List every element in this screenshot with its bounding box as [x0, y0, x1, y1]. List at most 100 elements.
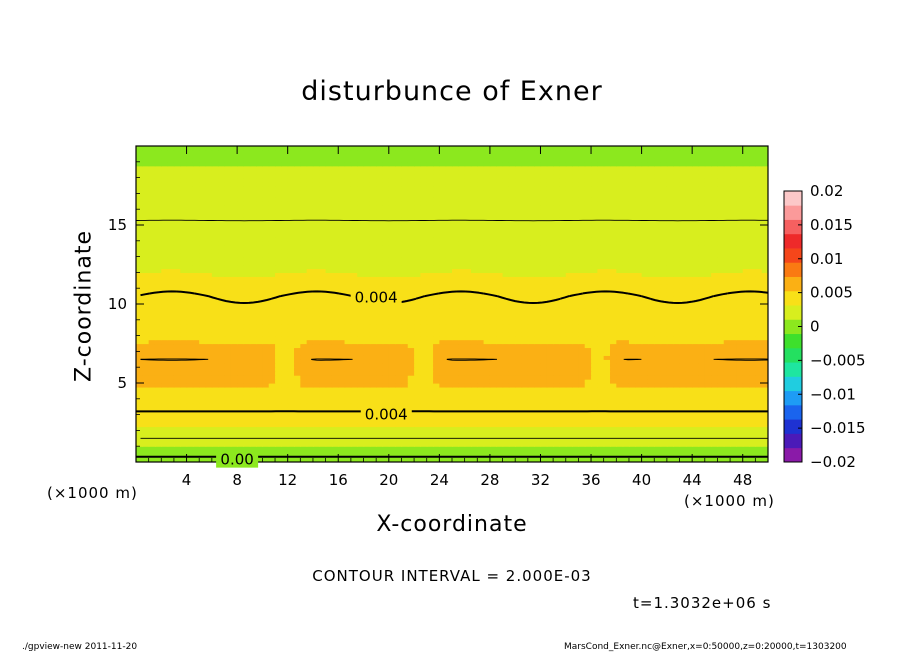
heat-cell — [154, 430, 162, 435]
heat-cell — [654, 343, 662, 349]
heat-cell — [262, 442, 270, 447]
heat-cell — [572, 371, 579, 376]
heat-cell — [679, 406, 687, 412]
heat-cell — [224, 307, 232, 313]
heat-cell — [584, 327, 592, 333]
heat-cell — [546, 398, 554, 404]
heat-cell — [736, 280, 744, 285]
heat-cell — [357, 446, 365, 451]
heat-cell — [755, 284, 763, 289]
heat-cell — [635, 355, 643, 360]
heat-cell — [534, 315, 542, 321]
heat-cell — [572, 284, 579, 289]
heat-cell — [515, 418, 523, 424]
heat-cell — [641, 268, 649, 273]
heat-cell — [749, 319, 756, 325]
heat-cell — [647, 442, 655, 447]
heat-cell — [572, 430, 579, 435]
heat-cell — [433, 371, 440, 376]
heat-cell — [628, 339, 636, 345]
heat-cell — [388, 446, 396, 451]
heat-cell — [546, 276, 554, 281]
heat-cell — [262, 450, 270, 455]
heat-cell — [167, 343, 175, 349]
heat-cell — [369, 276, 377, 281]
heat-cell — [534, 390, 542, 396]
heat-cell — [331, 394, 339, 400]
heat-cell — [591, 331, 598, 337]
heat-cell — [749, 446, 756, 451]
heat-cell — [742, 398, 750, 404]
heat-cell — [281, 406, 289, 412]
heat-cell — [344, 339, 352, 345]
heat-cell — [723, 426, 731, 431]
heat-cell — [755, 296, 763, 301]
heat-cell — [553, 319, 561, 325]
heat-cell — [136, 315, 143, 321]
heat-cell — [698, 450, 706, 455]
heat-cell — [749, 458, 756, 462]
heat-cell — [616, 315, 624, 321]
heat-cell — [477, 331, 485, 337]
heat-cell — [464, 394, 472, 400]
heat-cell — [452, 390, 459, 396]
heat-cell — [565, 284, 573, 289]
heat-cell — [723, 430, 731, 435]
heat-cell — [433, 363, 440, 368]
heat-cell — [161, 367, 169, 372]
heat-cell — [464, 276, 472, 281]
heat-cell — [483, 450, 491, 455]
heat-cell — [224, 304, 232, 309]
heat-cell — [256, 390, 263, 396]
heat-cell — [749, 414, 756, 420]
heat-cell — [717, 359, 725, 364]
heat-cell — [312, 450, 320, 455]
heat-cell — [154, 335, 162, 341]
heat-cell — [256, 410, 263, 416]
heat-cell — [616, 355, 624, 360]
heat-cell — [199, 390, 207, 396]
heat-cell — [142, 280, 150, 285]
heat-cell — [186, 375, 194, 380]
heat-cell — [275, 410, 282, 416]
heat-cell — [331, 438, 339, 443]
heat-cell — [350, 371, 358, 376]
heat-cell — [622, 311, 630, 317]
heat-cell — [395, 307, 403, 313]
heat-cell — [622, 430, 630, 435]
heat-cell — [679, 367, 687, 372]
heat-cell — [521, 288, 529, 293]
heat-cell — [502, 319, 510, 325]
heat-cell — [464, 351, 472, 356]
heat-cell — [515, 406, 523, 412]
heat-cell — [654, 434, 662, 439]
heat-cell — [489, 311, 497, 317]
heat-cell — [616, 284, 624, 289]
heat-cell — [584, 434, 592, 439]
heat-cell — [180, 458, 188, 462]
heat-cell — [294, 406, 301, 412]
heat-cell — [578, 343, 586, 349]
heat-cell — [508, 446, 516, 451]
heat-cell — [136, 355, 143, 360]
heat-cell — [407, 367, 415, 372]
heat-cell — [230, 434, 238, 439]
heat-cell — [534, 307, 542, 313]
heat-cell — [281, 319, 289, 325]
heat-cell — [749, 323, 756, 329]
heat-cell — [597, 327, 605, 333]
heat-cell — [363, 335, 371, 341]
heat-cell — [546, 351, 554, 356]
heat-cell — [344, 398, 352, 404]
heat-cell — [414, 335, 421, 341]
heat-cell — [287, 359, 295, 364]
heat-cell — [256, 458, 263, 462]
heat-cell — [382, 315, 390, 321]
heat-cell — [565, 402, 573, 408]
heat-cell — [483, 268, 491, 273]
heat-cell — [230, 386, 238, 392]
heat-cell — [584, 383, 592, 388]
heat-cell — [470, 272, 478, 277]
heat-cell — [287, 410, 295, 416]
heat-cell — [464, 315, 472, 321]
